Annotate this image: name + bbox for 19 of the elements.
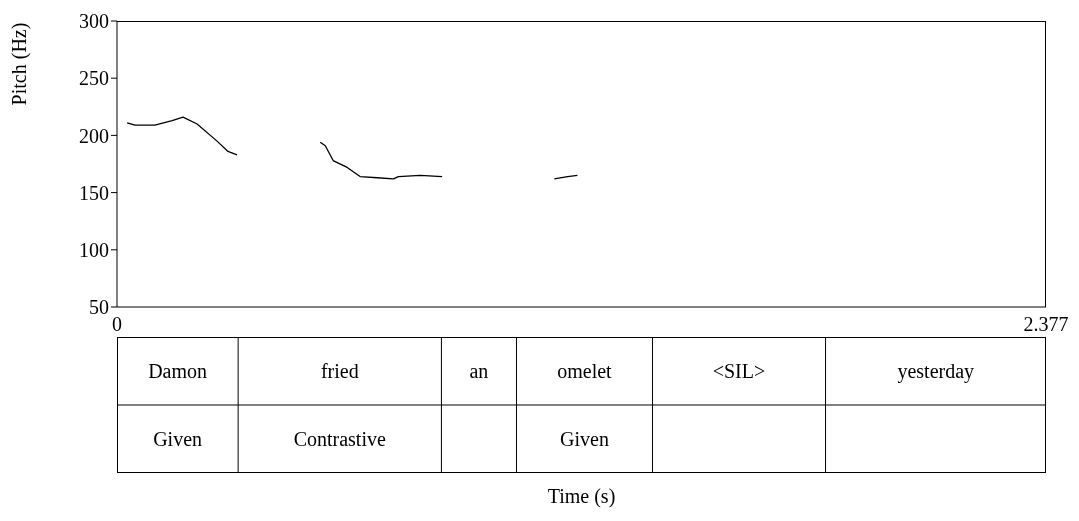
text: <SIL> (712, 360, 766, 382)
text: Contrastive (293, 428, 386, 450)
y-tick-label: 300 (79, 10, 109, 33)
text: omelet (557, 360, 613, 382)
y-tick-label: 150 (79, 181, 109, 204)
x-tick-label: 0 (112, 313, 122, 335)
text: Given (153, 428, 203, 450)
x-axis-title: Time (s) (547, 485, 616, 508)
y-tick-label: 50 (89, 296, 109, 319)
y-tick-label: 100 (79, 238, 109, 261)
text: fried (320, 360, 359, 382)
x-tick-label: 2.377 (1023, 313, 1069, 335)
text: an (469, 360, 489, 382)
text: Damon (148, 360, 208, 382)
text: yesterday (897, 360, 975, 383)
text: Given (560, 428, 609, 450)
y-tick-label: 200 (79, 124, 109, 147)
y-axis-title: Pitch (Hz) (8, 22, 32, 106)
y-tick-label: 250 (79, 67, 109, 90)
